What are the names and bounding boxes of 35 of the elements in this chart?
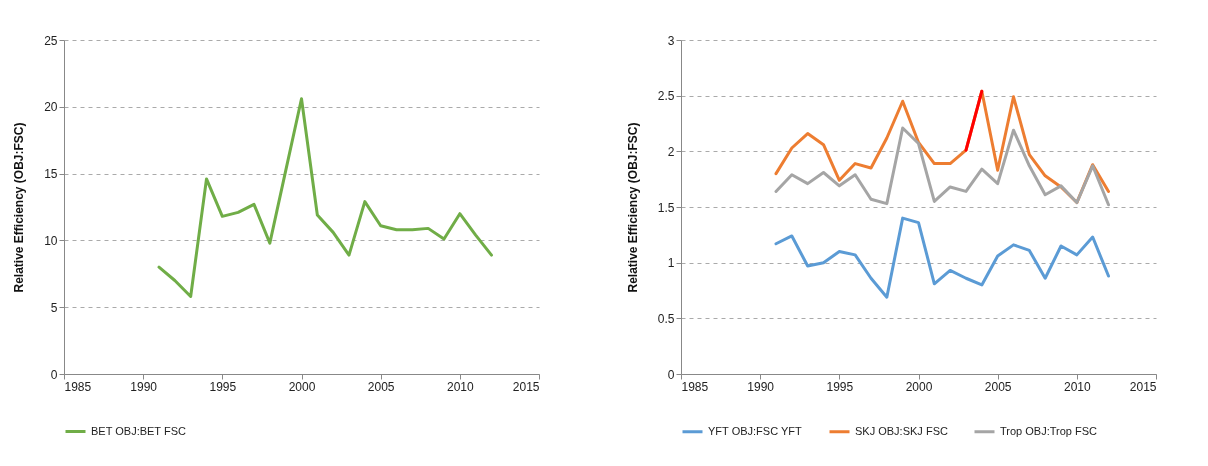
legend-label: SKJ OBJ:SKJ FSC (855, 424, 948, 437)
y-tick-label: 2.5 (657, 89, 675, 104)
line-series (157, 97, 493, 299)
y-tick-label: 0 (50, 367, 58, 382)
x-tick-label: 2015 (1129, 379, 1157, 394)
y-tick-label: 10 (44, 233, 58, 248)
legend-label: Trop OBJ:Trop FSC (1000, 424, 1098, 437)
y-tick-label: 2 (667, 144, 675, 159)
legend-label: BET OBJ:BET FSC (91, 424, 187, 437)
x-tick-label: 1985 (64, 379, 92, 394)
y-tick-label: 0.5 (657, 311, 675, 326)
y-tick-label: 3 (667, 33, 675, 48)
x-tick-label: 1990 (747, 379, 775, 394)
y-tick-label: 1.5 (657, 200, 675, 215)
x-tick-label: 2005 (984, 379, 1012, 394)
y-tick-label: 15 (44, 167, 58, 182)
y-tick-label: 20 (44, 100, 58, 115)
line-series (774, 216, 1110, 299)
legend-label: YFT OBJ:FSC YFT (708, 424, 802, 437)
y-axis-title: Relative Efficiency (OBJ:FSC) (625, 122, 640, 293)
y-axis-title: Relative Efficiency (OBJ:FSC) (12, 122, 27, 293)
x-tick-label: 2015 (512, 379, 540, 394)
x-tick-label: 2000 (288, 379, 316, 394)
x-tick-label: 1990 (130, 379, 158, 394)
y-tick-label: 1 (667, 256, 675, 271)
x-tick-label: 2000 (905, 379, 933, 394)
x-tick-label: 1995 (209, 379, 237, 394)
x-tick-label: 1995 (826, 379, 854, 394)
x-tick-label: 2010 (446, 379, 474, 394)
x-tick-label: 1985 (681, 379, 709, 394)
y-tick-label: 25 (44, 33, 58, 48)
y-tick-label: 5 (50, 300, 58, 315)
x-tick-label: 2005 (367, 379, 395, 394)
y-tick-label: 0 (667, 367, 675, 382)
x-tick-label: 2010 (1063, 379, 1091, 394)
